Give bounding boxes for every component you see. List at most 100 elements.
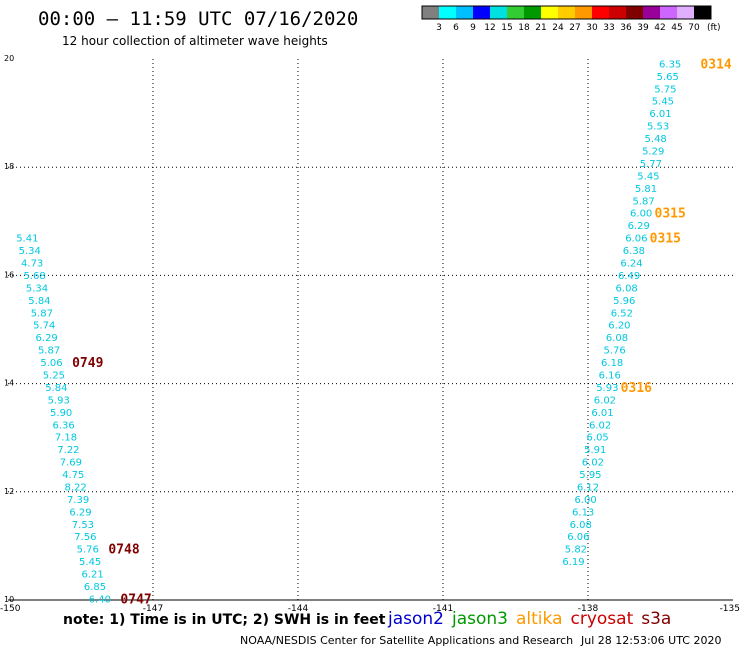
- colorbar-label: 24: [552, 23, 564, 33]
- swh-value-label: 5.90: [50, 408, 72, 419]
- time-label: 0747: [120, 592, 151, 607]
- legend-s3a: s3a: [641, 609, 672, 629]
- swh-value-label: 6.01: [591, 408, 613, 419]
- colorbar-label: 45: [671, 23, 682, 33]
- swh-value-label: 5.53: [647, 122, 669, 133]
- page-subtitle: 12 hour collection of altimeter wave hei…: [62, 34, 328, 48]
- swh-value-label: 5.95: [579, 470, 601, 481]
- colorbar-unit: (ft): [707, 23, 721, 33]
- colorbar-label: 6: [453, 23, 459, 33]
- colorbar-swatch: [507, 6, 524, 19]
- swh-value-label: 6.40: [89, 594, 111, 605]
- swh-value-label: 5.87: [632, 196, 654, 207]
- colorbar-label: 9: [470, 23, 476, 33]
- page-title: 00:00 – 11:59 UTC 07/16/2020: [38, 8, 359, 30]
- colorbar-swatch: [473, 6, 490, 19]
- colorbar-swatch: [660, 6, 677, 19]
- swh-value-label: 6.02: [582, 458, 604, 469]
- colorbar-swatch: [575, 6, 592, 19]
- swh-value-label: 5.87: [31, 308, 53, 319]
- swh-value-label: 5.41: [16, 234, 38, 245]
- swh-value-label: 5.76: [603, 346, 625, 357]
- swh-value-label: 6.01: [649, 109, 671, 120]
- swh-value-label: 6.49: [618, 271, 640, 282]
- swh-value-label: 5.06: [40, 358, 62, 369]
- colorbar-label: 15: [501, 23, 512, 33]
- time-label: 0315: [650, 232, 681, 247]
- colorbar-label: 42: [654, 23, 665, 33]
- swh-value-label: 6.19: [562, 557, 584, 568]
- legend-jason3: jason3: [452, 609, 508, 629]
- swh-value-label: 7.22: [57, 445, 79, 456]
- swh-value-label: 5.96: [613, 296, 635, 307]
- swh-value-label: 6.52: [611, 308, 633, 319]
- colorbar-swatch: [524, 6, 541, 19]
- y-tick-label: 18: [4, 162, 14, 171]
- swh-value-label: 6.08: [606, 333, 628, 344]
- y-tick-label: 12: [4, 487, 14, 496]
- colorbar-swatch: [592, 6, 609, 19]
- colorbar-swatch: [541, 6, 558, 19]
- swh-value-label: 7.39: [67, 495, 89, 506]
- legend-cryosat: cryosat: [570, 609, 634, 629]
- swh-value-label: 6.29: [628, 221, 650, 232]
- legend-altika: altika: [516, 609, 563, 629]
- swh-value-label: 6.08: [570, 520, 592, 531]
- swh-value-label: 5.65: [657, 72, 679, 83]
- swh-value-label: 6.85: [84, 582, 106, 593]
- colorbar-swatch: [558, 6, 575, 19]
- colorbar-swatch: [694, 6, 711, 19]
- swh-value-label: 6.16: [599, 370, 621, 381]
- credit-text: NOAA/NESDIS Center for Satellite Applica…: [240, 634, 574, 647]
- y-tick-label: 20: [4, 54, 14, 63]
- swh-value-label: 5.82: [565, 545, 587, 556]
- colorbar-swatch: [643, 6, 660, 19]
- satellite-legend: jason2 jason3 altika cryosat s3a: [388, 609, 679, 629]
- swh-value-label: 6.36: [52, 420, 74, 431]
- colorbar-label: 18: [518, 23, 530, 33]
- footer-note: note: 1) Time is in UTC; 2) SWH is in fe…: [63, 612, 386, 628]
- colorbar-swatch: [456, 6, 473, 19]
- swh-value-label: 6.20: [608, 321, 630, 332]
- swh-value-label: 5.87: [38, 346, 60, 357]
- swh-value-label: 5.91: [584, 445, 606, 456]
- colorbar-swatch: [609, 6, 626, 19]
- colorbar-label: 21: [535, 23, 546, 33]
- swh-value-label: 6.02: [594, 395, 616, 406]
- x-tick-label: -135: [720, 604, 740, 614]
- swh-value-label: 6.12: [577, 482, 599, 493]
- swh-value-label: 6.35: [659, 59, 681, 70]
- x-tick-label: -144: [288, 604, 309, 614]
- colorbar-label: 3: [436, 23, 442, 33]
- swh-value-label: 5.29: [642, 147, 664, 158]
- swh-value-label: 5.84: [45, 383, 67, 394]
- swh-value-label: 5.93: [596, 383, 618, 394]
- colorbar-swatch: [626, 6, 643, 19]
- swh-value-label: 6.06: [625, 234, 647, 245]
- swh-value-label: 5.25: [43, 370, 65, 381]
- swh-value-label: 6.00: [630, 209, 652, 220]
- swh-value-label: 6.08: [616, 283, 638, 294]
- swh-value-label: 7.56: [74, 532, 96, 543]
- swh-value-label: 6.05: [587, 433, 609, 444]
- y-tick-label: 14: [4, 379, 14, 388]
- x-tick-label: -138: [578, 604, 599, 614]
- swh-value-label: 4.75: [62, 470, 84, 481]
- colorbar-label: 33: [603, 23, 614, 33]
- swh-value-label: 5.45: [79, 557, 101, 568]
- y-tick-label: 16: [4, 270, 14, 279]
- swh-value-label: 6.06: [567, 532, 589, 543]
- colorbar-frame: [421, 5, 712, 20]
- swh-value-label: 5.68: [23, 271, 45, 282]
- time-label: 0315: [655, 207, 686, 222]
- swh-value-label: 5.77: [640, 159, 662, 170]
- swh-value-label: 5.84: [28, 296, 50, 307]
- swh-value-label: 5.34: [19, 246, 41, 257]
- swh-value-label: 4.73: [21, 258, 43, 269]
- colorbar-label: 70: [688, 23, 700, 33]
- swh-value-label: 6.29: [36, 333, 58, 344]
- swh-value-label: 6.29: [69, 507, 91, 518]
- swh-value-label: 8.22: [65, 482, 87, 493]
- swh-value-label: 5.48: [645, 134, 667, 145]
